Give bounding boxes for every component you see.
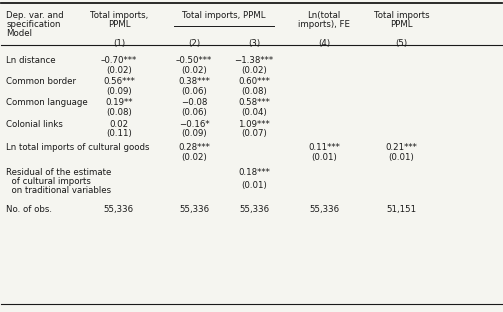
- Text: 55,336: 55,336: [104, 206, 134, 214]
- Text: No. of obs.: No. of obs.: [7, 206, 52, 214]
- Text: (0.02): (0.02): [106, 66, 132, 75]
- Text: (0.07): (0.07): [241, 129, 267, 139]
- Text: 0.21***: 0.21***: [386, 143, 417, 152]
- Text: Ln distance: Ln distance: [7, 56, 56, 66]
- Text: (2): (2): [188, 39, 200, 48]
- Text: Ln(total: Ln(total: [307, 11, 341, 20]
- Text: specification: specification: [7, 20, 61, 29]
- Text: Total imports,: Total imports,: [90, 11, 148, 20]
- Text: Common border: Common border: [7, 77, 76, 86]
- Text: −1.38***: −1.38***: [234, 56, 274, 66]
- Text: –0.50***: –0.50***: [176, 56, 212, 66]
- Text: 0.60***: 0.60***: [238, 77, 270, 86]
- Text: 55,336: 55,336: [239, 206, 269, 214]
- Text: −0.08: −0.08: [181, 99, 207, 108]
- Text: (0.09): (0.09): [106, 87, 132, 96]
- Text: (0.09): (0.09): [181, 129, 207, 139]
- Text: (0.02): (0.02): [181, 153, 207, 162]
- Text: Dep. var. and: Dep. var. and: [7, 11, 64, 20]
- Text: (0.02): (0.02): [181, 66, 207, 75]
- Text: (0.01): (0.01): [311, 153, 337, 162]
- Text: (0.04): (0.04): [241, 108, 267, 117]
- Text: Colonial links: Colonial links: [7, 119, 63, 129]
- Text: (0.08): (0.08): [106, 108, 132, 117]
- Text: (1): (1): [113, 39, 125, 48]
- Text: 0.11***: 0.11***: [308, 143, 340, 152]
- Text: (5): (5): [395, 39, 407, 48]
- Text: −0.16*: −0.16*: [179, 119, 209, 129]
- Text: (0.08): (0.08): [241, 87, 267, 96]
- Text: of cultural imports: of cultural imports: [7, 177, 91, 186]
- Text: imports), FE: imports), FE: [298, 20, 350, 29]
- Text: on traditional variables: on traditional variables: [7, 186, 112, 195]
- Text: 55,336: 55,336: [309, 206, 339, 214]
- Text: (4): (4): [318, 39, 330, 48]
- Text: (0.01): (0.01): [389, 153, 414, 162]
- Text: Total imports, PPML: Total imports, PPML: [182, 11, 266, 20]
- Text: 0.38***: 0.38***: [178, 77, 210, 86]
- Text: Total imports: Total imports: [374, 11, 430, 20]
- Text: 0.02: 0.02: [109, 119, 128, 129]
- Text: Model: Model: [7, 29, 32, 38]
- Text: (0.06): (0.06): [181, 108, 207, 117]
- Text: (3): (3): [248, 39, 260, 48]
- Text: Ln total imports of cultural goods: Ln total imports of cultural goods: [7, 143, 150, 152]
- Text: 55,336: 55,336: [179, 206, 209, 214]
- Text: PPML: PPML: [390, 20, 413, 29]
- Text: 0.19**: 0.19**: [105, 99, 133, 108]
- Text: 0.58***: 0.58***: [238, 99, 270, 108]
- Text: (0.01): (0.01): [241, 181, 267, 190]
- Text: 0.28***: 0.28***: [178, 143, 210, 152]
- Text: 0.18***: 0.18***: [238, 168, 270, 177]
- Text: (0.02): (0.02): [241, 66, 267, 75]
- Text: 1.09***: 1.09***: [238, 119, 270, 129]
- Text: PPML: PPML: [108, 20, 130, 29]
- Text: (0.11): (0.11): [106, 129, 132, 139]
- Text: –0.70***: –0.70***: [101, 56, 137, 66]
- Text: Common language: Common language: [7, 99, 88, 108]
- Text: Residual of the estimate: Residual of the estimate: [7, 168, 112, 177]
- Text: 0.56***: 0.56***: [103, 77, 135, 86]
- Text: 51,151: 51,151: [386, 206, 416, 214]
- Text: (0.06): (0.06): [181, 87, 207, 96]
